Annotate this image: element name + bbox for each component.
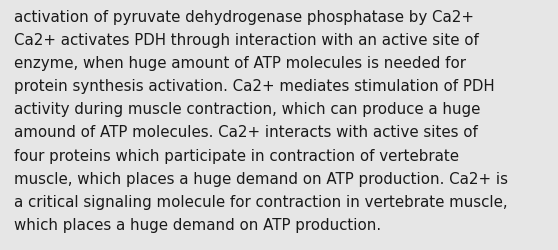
Text: activity during muscle contraction, which can produce a huge: activity during muscle contraction, whic… [14, 102, 480, 117]
Text: activation of pyruvate dehydrogenase phosphatase by Ca2+: activation of pyruvate dehydrogenase pho… [14, 10, 474, 25]
Text: which places a huge demand on ATP production.: which places a huge demand on ATP produc… [14, 217, 381, 232]
Text: four proteins which participate in contraction of vertebrate: four proteins which participate in contr… [14, 148, 459, 163]
Text: protein synthesis activation. Ca2+ mediates stimulation of PDH: protein synthesis activation. Ca2+ media… [14, 79, 494, 94]
Text: Ca2+ activates PDH through interaction with an active site of: Ca2+ activates PDH through interaction w… [14, 33, 479, 48]
Text: muscle, which places a huge demand on ATP production. Ca2+ is: muscle, which places a huge demand on AT… [14, 171, 508, 186]
Text: amound of ATP molecules. Ca2+ interacts with active sites of: amound of ATP molecules. Ca2+ interacts … [14, 125, 478, 140]
Text: a critical signaling molecule for contraction in vertebrate muscle,: a critical signaling molecule for contra… [14, 194, 508, 209]
Text: enzyme, when huge amount of ATP molecules is needed for: enzyme, when huge amount of ATP molecule… [14, 56, 466, 71]
